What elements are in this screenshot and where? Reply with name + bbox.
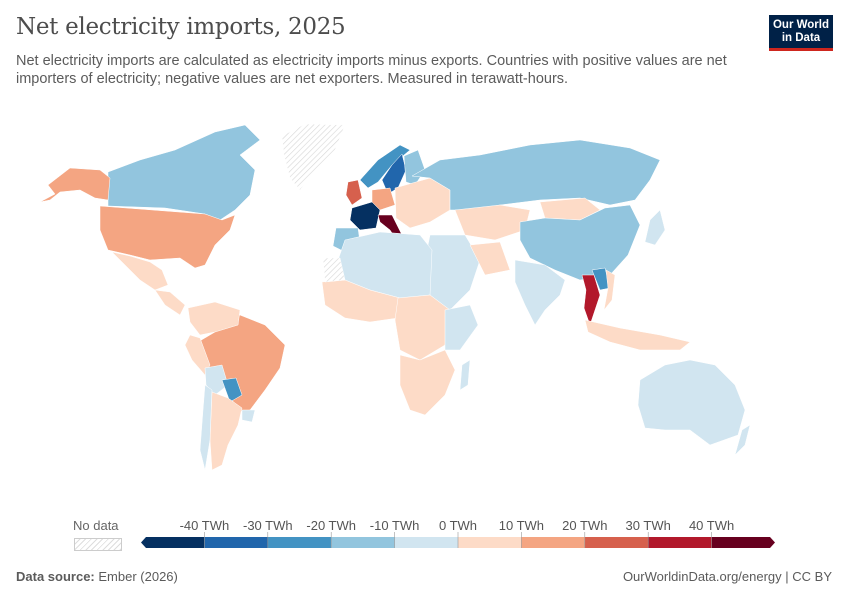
country-central-africa[interactable]	[394, 294, 451, 361]
country-china[interactable]	[519, 204, 641, 281]
country-finland[interactable]	[403, 149, 426, 186]
country-western-sahara[interactable]	[322, 257, 346, 283]
country-east-africa[interactable]	[444, 304, 479, 351]
country-madagascar[interactable]	[459, 359, 471, 391]
country-central-america[interactable]	[154, 289, 186, 316]
country-united-kingdom[interactable]	[345, 179, 363, 206]
legend-bin-0[interactable]	[141, 537, 205, 548]
country-canada[interactable]	[107, 124, 261, 221]
data-source: Data source: Ember (2026)	[16, 569, 178, 584]
country-japan[interactable]	[644, 209, 666, 246]
legend-bin-9[interactable]	[711, 537, 775, 548]
legend-no-data-label: No data	[73, 518, 119, 533]
country-greenland[interactable]	[281, 123, 346, 191]
legend-bin-3[interactable]	[331, 537, 395, 548]
logo-line-1: Our World	[772, 19, 829, 31]
legend-bin-7[interactable]	[584, 537, 649, 548]
country-united-states[interactable]	[99, 205, 236, 269]
country-colombia-venezuela[interactable]	[187, 301, 241, 336]
legend-tick-label: 10 TWh	[499, 518, 544, 533]
legend-tick-label: 40 TWh	[689, 518, 734, 533]
country-new-zealand[interactable]	[734, 424, 751, 456]
country-alaska[interactable]	[39, 167, 111, 203]
data-source-label: Data source:	[16, 569, 95, 584]
country-paraguay[interactable]	[221, 377, 243, 403]
country-france[interactable]	[349, 201, 381, 231]
legend-bin-2[interactable]	[267, 537, 332, 548]
country-indonesia[interactable]	[584, 319, 691, 351]
country-iran[interactable]	[469, 241, 511, 276]
legend-tick-label: 30 TWh	[626, 518, 671, 533]
legend-bin-1[interactable]	[204, 537, 268, 548]
legend-tick-label: -10 TWh	[370, 518, 420, 533]
chart-subtitle: Net electricity imports are calculated a…	[16, 53, 727, 87]
country-vietnam[interactable]	[603, 269, 616, 311]
country-uruguay[interactable]	[241, 409, 256, 423]
country-eastern-europe[interactable]	[394, 177, 451, 229]
legend-tick-label: -20 TWh	[306, 518, 356, 533]
color-legend: -40 TWh -30 TWh -20 TWh -10 TWh 0 TWh 10 TWh 2…	[141, 518, 775, 548]
country-peru[interactable]	[184, 334, 211, 376]
owid-logo[interactable]: Our World in Data	[769, 15, 833, 51]
legend-bin-8[interactable]	[648, 537, 712, 548]
legend-no-data-swatch	[74, 538, 122, 551]
country-india[interactable]	[514, 259, 566, 326]
country-russia[interactable]	[411, 139, 661, 211]
legend-tick-label: 20 TWh	[562, 518, 607, 533]
footer-link[interactable]: OurWorldinData.org/energy | CC BY	[622, 569, 832, 584]
legend-bin-6[interactable]	[521, 537, 585, 548]
country-argentina[interactable]	[209, 391, 243, 471]
world-map	[39, 123, 751, 471]
legend-tick-label: -30 TWh	[243, 518, 293, 533]
country-bolivia[interactable]	[204, 364, 229, 396]
legend-tick-label: 0 TWh	[439, 518, 477, 533]
country-kazakhstan[interactable]	[454, 204, 531, 241]
logo-line-2: in Data	[781, 32, 821, 44]
data-source-value[interactable]: Ember (2026)	[98, 569, 178, 584]
country-germany[interactable]	[371, 187, 396, 211]
country-thailand[interactable]	[581, 274, 601, 326]
country-chile[interactable]	[199, 384, 213, 471]
legend-tick-label: -40 TWh	[180, 518, 230, 533]
legend-bin-5[interactable]	[458, 537, 522, 548]
country-australia[interactable]	[637, 359, 746, 446]
country-southern-africa[interactable]	[399, 349, 456, 416]
country-mexico[interactable]	[111, 251, 169, 291]
legend-bin-4[interactable]	[394, 537, 458, 548]
chart-title: Net electricity imports, 2025	[16, 14, 346, 40]
